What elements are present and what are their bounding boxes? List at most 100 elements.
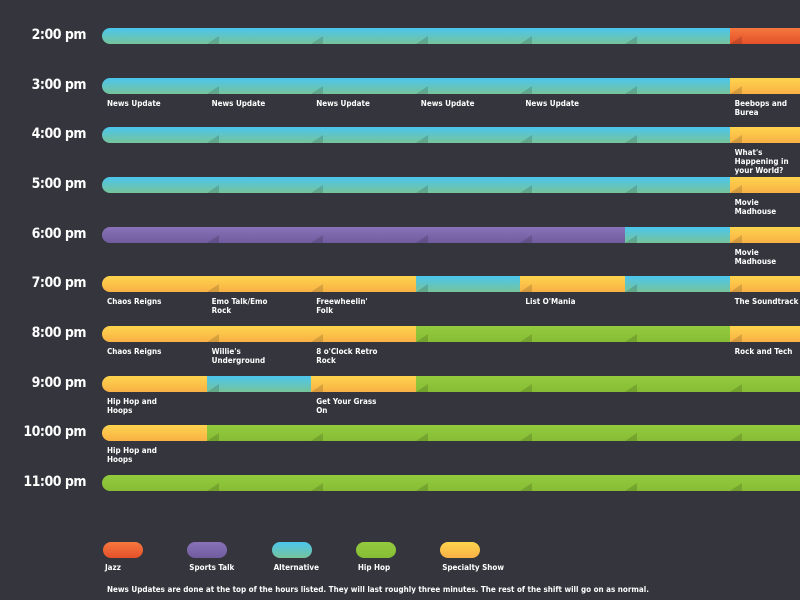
- slot-divider: [206, 127, 219, 144]
- time-slot: [206, 77, 313, 94]
- slot-divider: [415, 78, 428, 94]
- time-slot: [625, 375, 731, 392]
- time-label: 11:00 pm: [23, 474, 86, 491]
- time-slot: [415, 177, 522, 193]
- time-label: 8:00 pm: [31, 325, 87, 342]
- schedule-bar: [102, 276, 800, 293]
- time-slot: [415, 28, 522, 44]
- time-slot: [729, 425, 800, 442]
- time-label: 6:00 pm: [31, 225, 87, 242]
- slot-divider: [415, 127, 428, 144]
- show-label: Beebops and Burea: [734, 98, 788, 117]
- time-slot: [415, 276, 522, 293]
- slot-divider: [206, 276, 219, 293]
- slot-divider: [520, 127, 533, 144]
- show-label: Freewheelin' Folk: [316, 297, 368, 316]
- slot-divider: [415, 227, 428, 243]
- time-slot: [102, 375, 208, 392]
- legend-swatch: [187, 542, 228, 558]
- time-label: 3:00 pm: [31, 76, 87, 93]
- time-label: 10:00 pm: [23, 424, 86, 441]
- legend-swatch: [103, 542, 143, 558]
- slot-divider: [206, 78, 219, 94]
- time-slot: [102, 425, 208, 442]
- slot-divider: [311, 28, 324, 44]
- time-slot: [102, 475, 208, 492]
- time-slot: [625, 326, 731, 343]
- slot-divider: [206, 28, 219, 44]
- time-slot: [206, 425, 313, 442]
- time-slot: [206, 276, 313, 293]
- time-label: 5:00 pm: [31, 176, 87, 192]
- slot-divider: [729, 276, 742, 293]
- time-slot: [311, 375, 417, 392]
- time-slot: [520, 425, 626, 442]
- legend-label: Specialty Show: [442, 563, 504, 572]
- slot-divider: [625, 227, 637, 243]
- schedule-bar: [102, 326, 800, 343]
- time-slot: [102, 276, 208, 293]
- time-slot: [311, 77, 417, 94]
- slot-divider: [311, 475, 324, 492]
- slot-divider: [625, 127, 637, 144]
- time-slot: [102, 226, 208, 243]
- time-slot: [729, 475, 800, 492]
- time-slot: [206, 28, 313, 44]
- time-slot: [729, 226, 800, 243]
- slot-divider: [520, 276, 533, 293]
- slot-divider: [311, 127, 324, 144]
- slot-divider: [311, 276, 324, 293]
- show-label: News Update: [525, 98, 580, 108]
- schedule-bar: [102, 28, 800, 44]
- time-slot: [729, 326, 800, 343]
- slot-divider: [520, 28, 533, 44]
- slot-divider: [729, 78, 742, 94]
- legend-swatch: [271, 542, 312, 558]
- slot-divider: [520, 177, 533, 193]
- slot-divider: [520, 227, 533, 243]
- time-slot: [102, 77, 208, 94]
- time-slot: [729, 276, 800, 293]
- time-slot: [311, 475, 417, 492]
- time-slot: [520, 226, 626, 243]
- time-slot: [625, 475, 731, 492]
- time-slot: [311, 127, 417, 144]
- slot-divider: [311, 326, 324, 343]
- time-slot: [520, 375, 626, 392]
- time-slot: [520, 326, 626, 343]
- slot-divider: [206, 326, 219, 343]
- time-slot: [415, 226, 522, 243]
- slot-divider: [729, 177, 742, 193]
- slot-divider: [311, 425, 324, 442]
- time-slot: [415, 475, 522, 492]
- slot-divider: [415, 28, 428, 44]
- slot-divider: [415, 376, 428, 392]
- slot-divider: [625, 326, 637, 343]
- time-slot: [520, 276, 626, 293]
- show-label: Hip Hop and Hoops: [107, 446, 157, 465]
- show-label: News Update: [211, 98, 266, 108]
- time-label: 9:00 pm: [31, 374, 87, 391]
- legend-label: Hip Hop: [357, 563, 391, 572]
- show-label: What's Happening in your World?: [734, 148, 789, 176]
- schedule-bar: [102, 177, 800, 193]
- slot-divider: [625, 177, 637, 193]
- time-slot: [625, 127, 731, 144]
- slot-divider: [415, 276, 428, 293]
- time-slot: [102, 177, 208, 193]
- slot-divider: [729, 376, 742, 392]
- time-label: 7:00 pm: [31, 275, 87, 292]
- slot-divider: [520, 475, 533, 492]
- time-slot: [520, 475, 626, 492]
- schedule-bar: [102, 226, 800, 243]
- footer-note: News Updates are done at the top of the …: [107, 585, 649, 594]
- time-label: 4:00 pm: [31, 126, 87, 143]
- schedule-bar: [102, 77, 800, 94]
- show-label: The Soundtrack: [734, 297, 799, 307]
- show-label: 8 o'Clock Retro Rock: [316, 347, 378, 366]
- time-slot: [520, 28, 626, 44]
- time-slot: [311, 177, 417, 193]
- slot-divider: [520, 78, 533, 94]
- slot-divider: [729, 425, 742, 442]
- show-label: Chaos Reigns: [107, 347, 162, 357]
